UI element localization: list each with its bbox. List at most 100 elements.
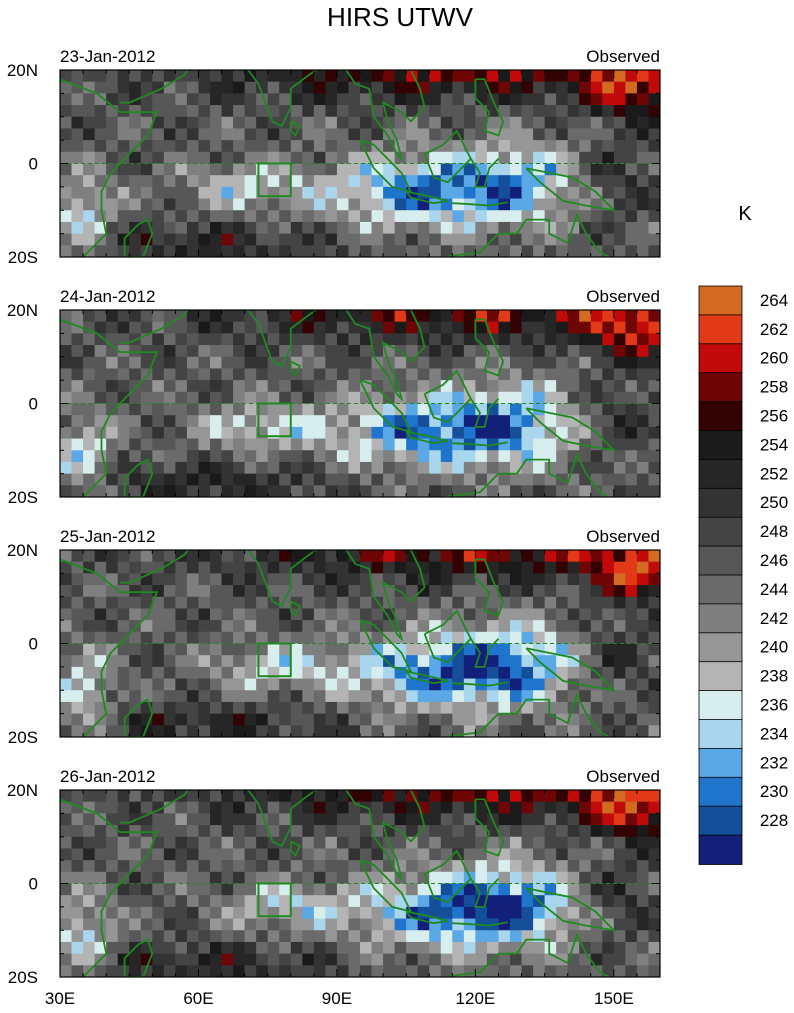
heatmap-cell [648, 198, 660, 211]
heatmap-cell [602, 321, 615, 334]
heatmap-cell [313, 151, 326, 165]
heatmap-cell [267, 666, 280, 680]
heatmap-cell [636, 233, 650, 246]
heatmap-cell [60, 221, 73, 235]
heatmap-cell [83, 655, 96, 668]
heatmap-cell [336, 380, 350, 393]
heatmap-cell [556, 70, 569, 83]
heatmap-cell [360, 690, 373, 703]
heatmap-cell [313, 573, 326, 586]
heatmap-cell [602, 391, 615, 405]
heatmap-cell [636, 585, 650, 598]
heatmap-cell [348, 245, 361, 257]
heatmap-cell [613, 321, 626, 334]
heatmap-cell [186, 573, 200, 586]
heatmap-cell [579, 561, 592, 574]
heatmap-cell [233, 81, 246, 94]
heatmap-cell [267, 953, 280, 966]
heatmap-cell [486, 210, 500, 223]
heatmap-cell [406, 105, 419, 118]
heatmap-cell [498, 953, 511, 966]
heatmap-cell [256, 368, 269, 381]
heatmap-cell [567, 128, 580, 141]
heatmap-cell [429, 941, 442, 955]
heatmap-cell [613, 825, 626, 838]
heatmap-cell [510, 678, 523, 691]
heatmap-cell [336, 163, 350, 176]
heatmap-cell [186, 965, 200, 977]
heatmap-cell [221, 790, 234, 803]
heatmap-cell [117, 403, 130, 416]
heatmap-cell [152, 233, 165, 246]
heatmap-cell [106, 895, 119, 908]
coastline [123, 938, 154, 977]
heatmap-cell [394, 128, 407, 141]
heatmap-cell [590, 596, 603, 610]
heatmap-cell [106, 310, 119, 323]
heatmap-cell [556, 151, 569, 165]
heatmap-cell [567, 825, 580, 838]
heatmap-cell [152, 380, 165, 393]
heatmap-cell [210, 678, 223, 691]
heatmap-cell [602, 450, 615, 463]
heatmap-cell [521, 918, 534, 931]
heatmap-cell [175, 906, 188, 920]
heatmap-cell [233, 345, 246, 358]
heatmap-cell [521, 70, 534, 83]
heatmap-cell [198, 871, 211, 885]
heatmap-cell [244, 128, 257, 141]
heatmap-cell [452, 561, 465, 574]
coastline [475, 287, 480, 301]
heatmap-cell [590, 941, 603, 955]
heatmap-cell [106, 608, 119, 621]
heatmap-cell [463, 825, 476, 838]
heatmap-cell [129, 391, 142, 405]
heatmap-cell [648, 140, 660, 153]
heatmap-cell [313, 561, 326, 574]
heatmap-cell [233, 426, 246, 440]
heatmap-cell [221, 860, 234, 873]
heatmap-cell [325, 186, 338, 200]
heatmap-cell [175, 140, 188, 153]
heatmap-cell [198, 953, 211, 966]
heatmap-cell [360, 438, 373, 451]
colorbar-swatch [698, 603, 743, 634]
heatmap-cell [602, 941, 615, 955]
heatmap-cell [498, 368, 511, 381]
heatmap-cell [94, 573, 107, 586]
coastline [123, 458, 154, 497]
heatmap-cell [406, 801, 419, 814]
heatmap-cell [325, 245, 338, 257]
heatmap-cell [590, 790, 603, 803]
colorbar-swatch [698, 719, 743, 750]
heatmap-cell [313, 965, 326, 977]
heatmap-cell [590, 953, 603, 966]
heatmap-cell [533, 585, 546, 598]
heatmap-cell [325, 473, 338, 486]
heatmap-cell [394, 561, 407, 574]
colorbar-label: 254 [760, 435, 788, 454]
heatmap-cell [186, 70, 200, 83]
heatmap-cell [556, 848, 569, 861]
heatmap-cell [636, 690, 650, 703]
heatmap-cell [244, 643, 257, 656]
heatmap-cell [221, 485, 234, 497]
heatmap-cell [140, 725, 153, 737]
heatmap-cell [625, 883, 638, 896]
heatmap-cell [579, 450, 592, 463]
heatmap-cell [348, 403, 361, 416]
heatmap-cell [163, 953, 176, 966]
heatmap-cell [140, 403, 153, 416]
heatmap-cell [613, 631, 626, 645]
heatmap-cell [371, 81, 384, 94]
heatmap-cell [429, 918, 442, 931]
heatmap-cell [210, 801, 223, 814]
heatmap-cell [221, 426, 234, 440]
heatmap-cell [463, 790, 476, 803]
heatmap-cell [290, 380, 303, 393]
heatmap-cell [429, 356, 442, 370]
colorbar-label: 250 [760, 493, 788, 512]
heatmap-cell [210, 550, 223, 563]
heatmap-cell [521, 953, 534, 966]
heatmap-cell [244, 825, 257, 838]
